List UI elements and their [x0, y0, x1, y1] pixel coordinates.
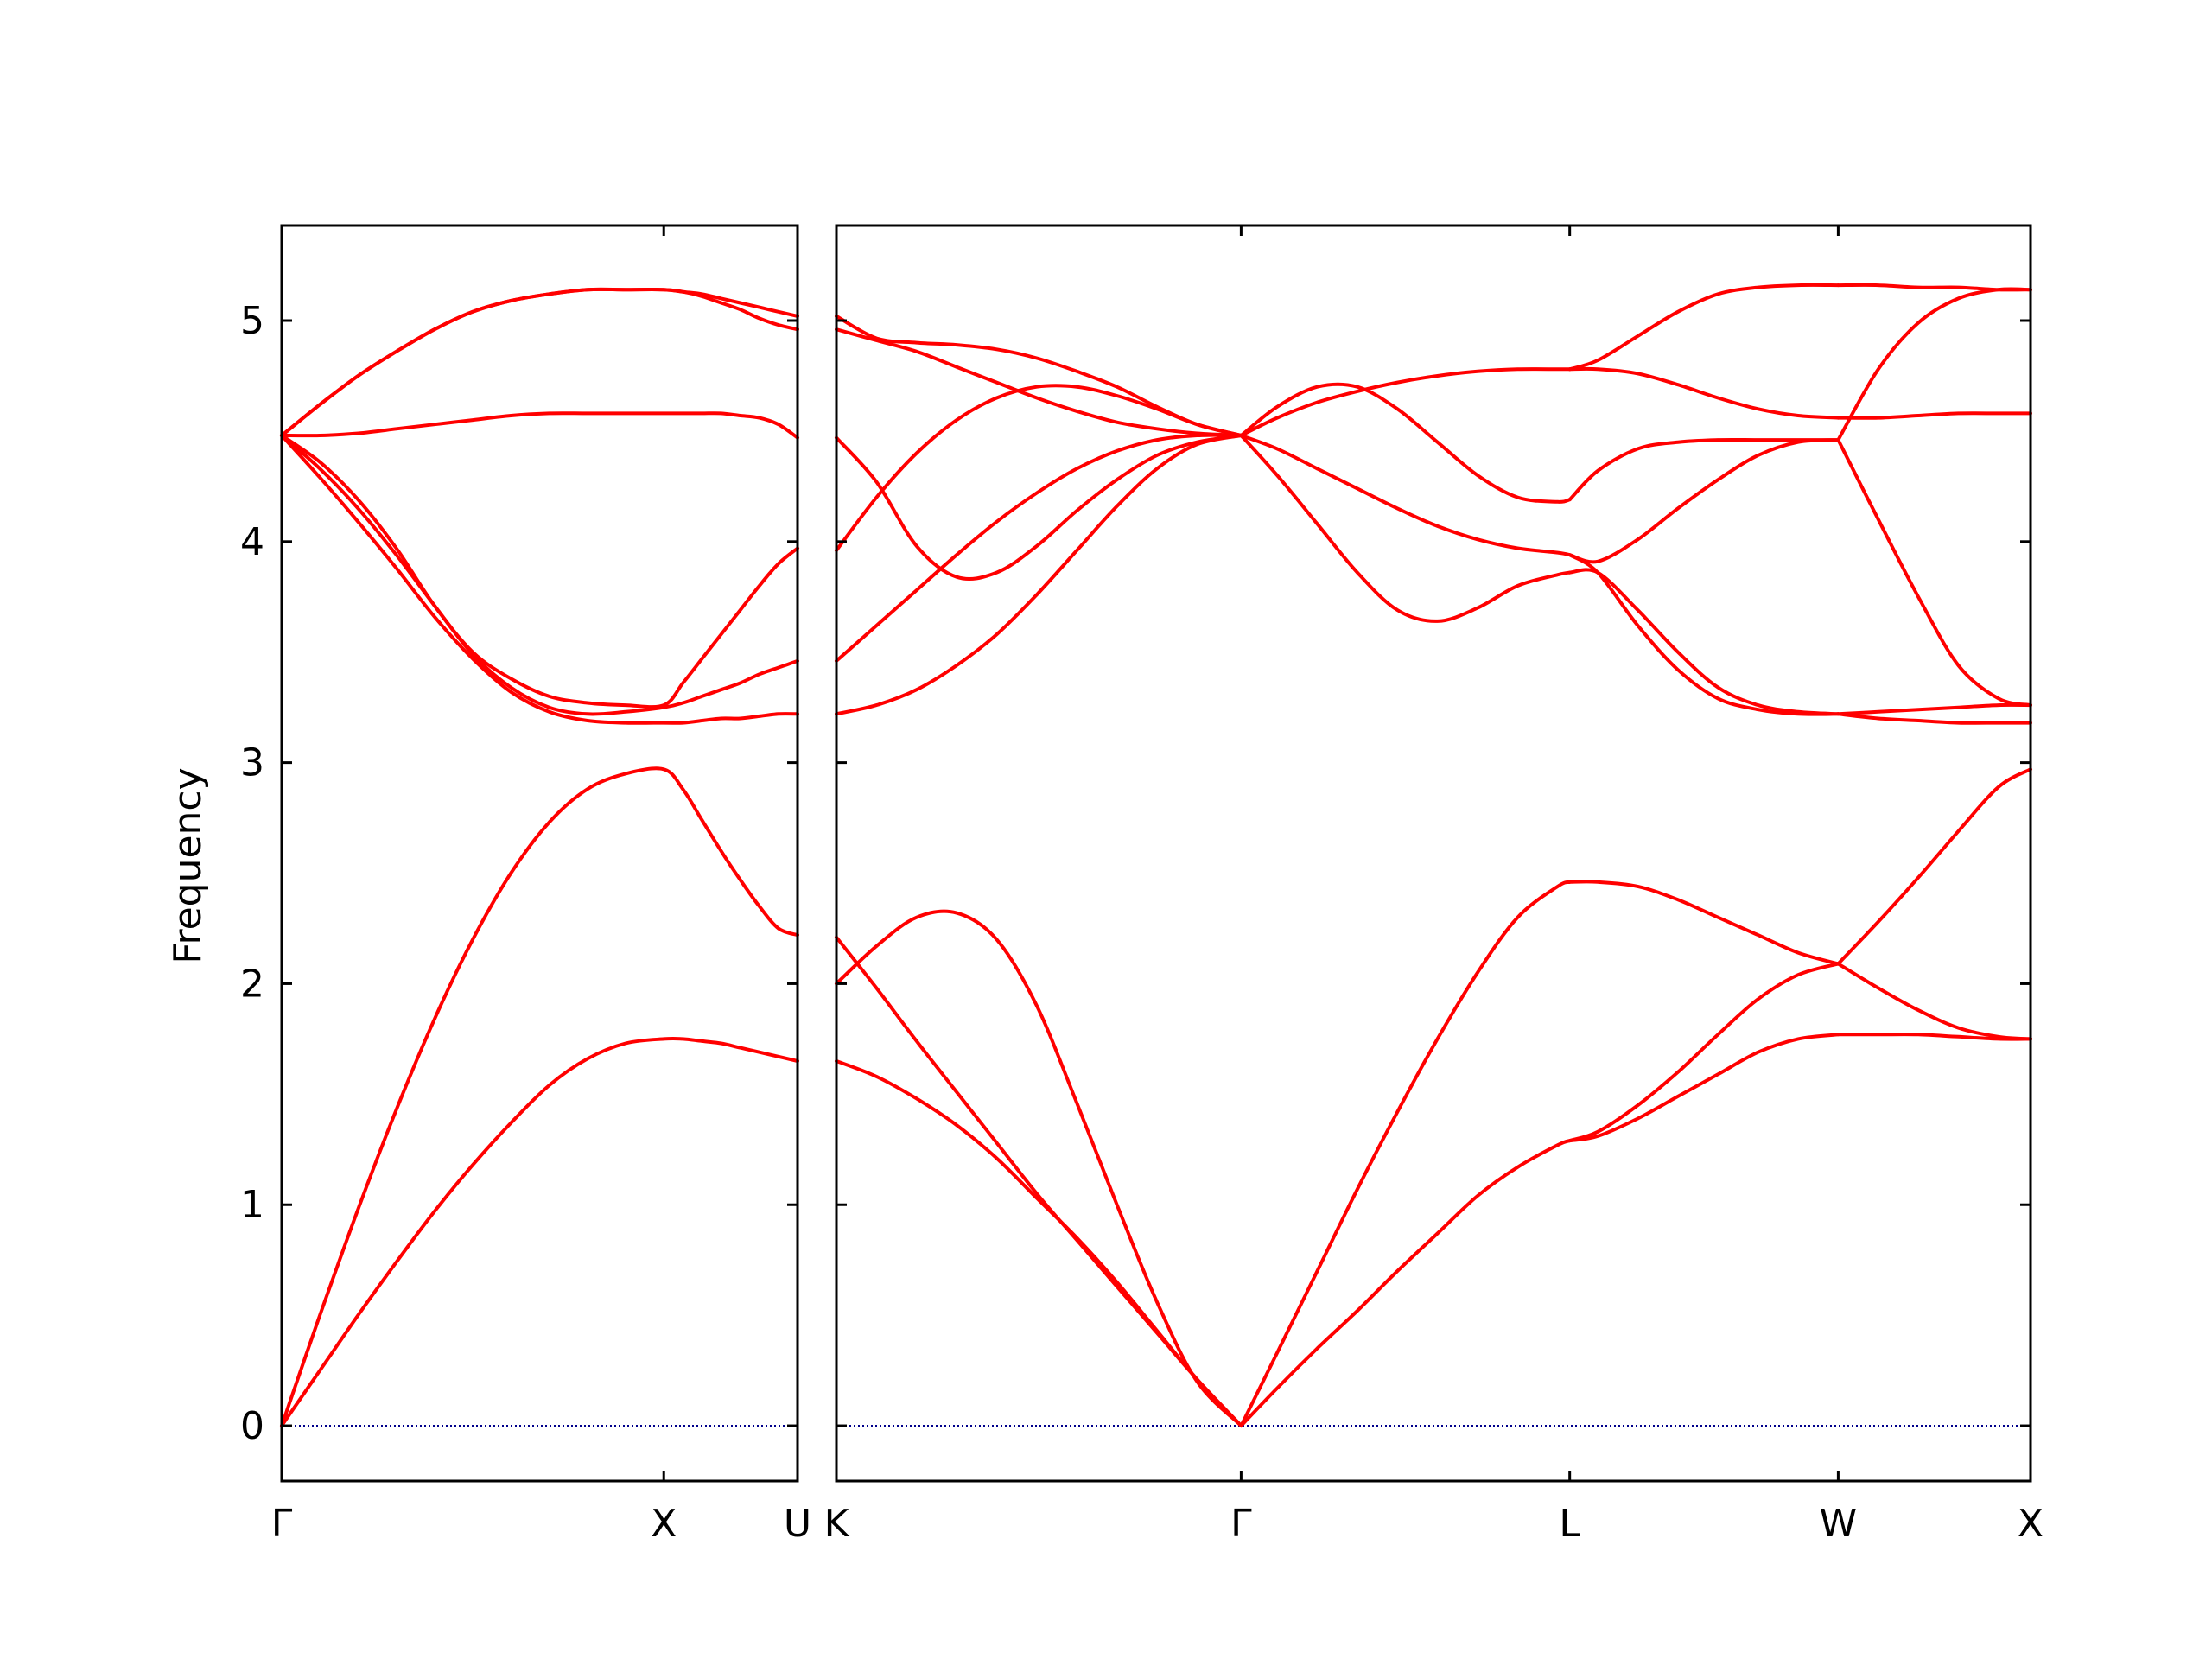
y-tick-label-2: 2 — [240, 962, 264, 1006]
band-line-p2-s1-b2 — [835, 935, 1243, 1427]
x-tick-label-p2-1: Γ — [1230, 1502, 1252, 1546]
band-line-p2-s3-b4 — [1567, 553, 1840, 716]
band-line-p2-s1-b5 — [835, 433, 1243, 663]
band-line-p1-s1-b3 — [280, 434, 799, 725]
y-tick-label-1: 1 — [240, 1183, 264, 1227]
band-line-p2-s2-b3 — [1239, 434, 1572, 623]
band-line-p2-s3-b5 — [1567, 568, 1840, 716]
band-line-p2-s3-b7 — [1567, 437, 1840, 502]
band-line-p2-s3-b9 — [1567, 283, 1840, 372]
band-curves — [280, 283, 2032, 1427]
band-line-p2-s2-b5 — [1239, 382, 1572, 504]
band-line-p2-s3-b8 — [1567, 366, 1840, 420]
band-line-p1-s1-b4 — [280, 434, 799, 716]
x-tick-label-p2-0: K — [824, 1502, 850, 1546]
band-line-p1-s1-b8 — [280, 287, 799, 437]
band-line-p2-s1-b8 — [835, 327, 1243, 437]
y-tick-label-3: 3 — [240, 741, 264, 785]
band-line-p2-s4-b6 — [1836, 438, 2032, 708]
band-line-p2-s4-b1 — [1836, 1033, 2032, 1041]
band-line-p2-s4-b2 — [1836, 962, 2032, 1041]
band-line-p2-s1-b4 — [835, 434, 1243, 716]
x-tick-label-p1-1: X — [651, 1502, 677, 1546]
band-line-p2-s3-b3 — [1567, 880, 1840, 966]
y-tick-label-4: 4 — [240, 520, 264, 564]
band-line-p2-s1-b3 — [835, 909, 1243, 1427]
band-line-p2-s4-b4 — [1836, 712, 2032, 725]
band-line-p2-s3-b6 — [1567, 438, 1840, 564]
band-line-p2-s4-b9 — [1836, 283, 2032, 292]
band-line-p2-s2-b2 — [1239, 880, 1572, 1427]
band-line-p2-s1-b9 — [835, 314, 1243, 437]
band-line-p2-s2-b1 — [1239, 1139, 1572, 1427]
band-line-p1-s1-b6 — [280, 411, 799, 440]
band-line-p2-s4-b3 — [1836, 767, 2032, 966]
band-line-p2-s2-b4 — [1239, 434, 1572, 557]
band-line-p2-s4-b7 — [1836, 411, 2032, 420]
x-tick-label-p2-4: X — [2018, 1502, 2044, 1546]
x-tick-label-p1-0: Γ — [271, 1502, 293, 1546]
y-tick-label-0: 0 — [240, 1404, 264, 1448]
band-line-p1-s1-b1 — [280, 1036, 799, 1427]
plot-frame-panel-1 — [280, 224, 799, 1483]
band-line-p1-s1-b2 — [280, 766, 799, 1427]
band-line-p2-s3-b1 — [1567, 1033, 1840, 1143]
band-line-p2-s4-b5 — [1836, 702, 2032, 716]
x-tick-label-p2-3: W — [1820, 1502, 1858, 1546]
band-line-p1-s1-b5 — [280, 434, 799, 709]
band-line-p2-s2-b6 — [1239, 367, 1572, 437]
band-line-p2-s1-b1 — [835, 1059, 1243, 1427]
plot-frames — [280, 224, 2032, 1483]
x-tick-label-p1-2: U — [784, 1502, 811, 1546]
band-line-p2-s1-b6 — [835, 384, 1243, 552]
band-line-p2-s1-b7 — [835, 434, 1243, 581]
band-line-p2-s3-b2 — [1567, 962, 1840, 1143]
y-tick-label-5: 5 — [240, 299, 264, 343]
y-axis-title: Frequency — [166, 767, 210, 963]
x-tick-label-p2-2: L — [1559, 1502, 1580, 1546]
axis-ticks: 0 1 2 3 4 5 Γ X U K Γ L W X — [240, 226, 2044, 1546]
plot-frame-panel-2 — [835, 224, 2032, 1483]
